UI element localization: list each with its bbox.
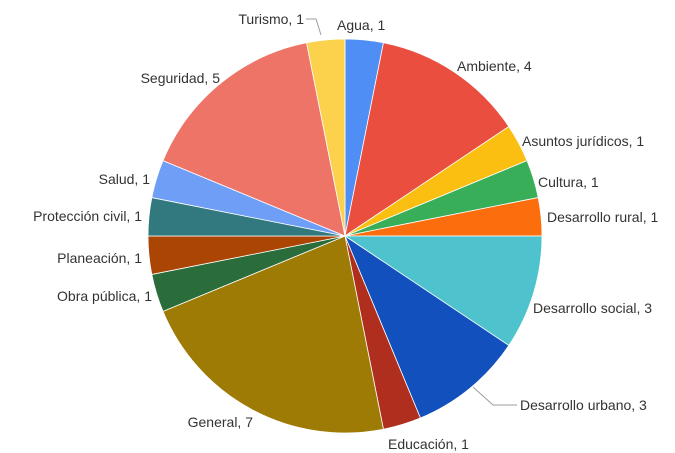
data-label-general: General, 7 bbox=[188, 414, 254, 430]
data-label-ambiente: Ambiente, 4 bbox=[457, 58, 532, 74]
leader-line-turismo bbox=[306, 19, 321, 35]
pie-slices bbox=[148, 39, 542, 433]
data-label-agua: Agua, 1 bbox=[337, 17, 385, 33]
data-label-seguridad: Seguridad, 5 bbox=[141, 70, 221, 86]
leader-line-desarrollo-urbano bbox=[473, 387, 517, 405]
data-label-planeacion: Planeación, 1 bbox=[57, 250, 142, 266]
data-label-asuntos-juridicos: Asuntos jurídicos, 1 bbox=[522, 133, 644, 149]
data-label-desarrollo-social: Desarrollo social, 3 bbox=[533, 300, 652, 316]
data-label-obra-publica: Obra pública, 1 bbox=[57, 288, 152, 304]
data-label-salud: Salud, 1 bbox=[99, 171, 151, 187]
data-label-desarrollo-urbano: Desarrollo urbano, 3 bbox=[520, 397, 647, 413]
data-label-desarrollo-rural: Desarrollo rural, 1 bbox=[547, 209, 658, 225]
data-label-turismo: Turismo, 1 bbox=[238, 11, 304, 27]
data-label-educacion: Educación, 1 bbox=[388, 436, 469, 452]
data-label-proteccion-civil: Protección civil, 1 bbox=[33, 208, 142, 224]
data-label-cultura: Cultura, 1 bbox=[538, 174, 599, 190]
